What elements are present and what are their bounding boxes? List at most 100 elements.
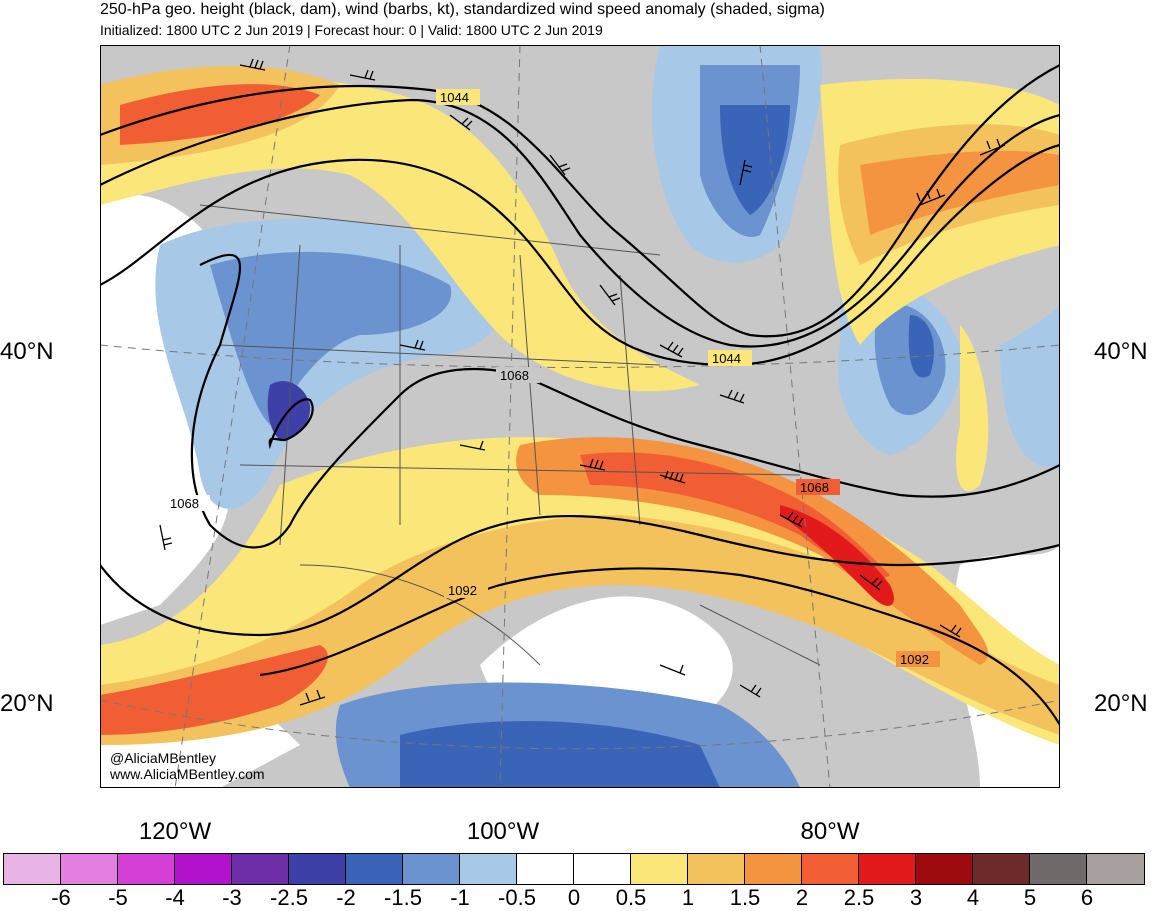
credit-handle: @AliciaMBentley [110, 750, 217, 766]
colorbar-segment [403, 854, 460, 884]
contour-label-bg [444, 582, 488, 598]
graticule-20n [100, 699, 1060, 750]
colorbar-segment [973, 854, 1030, 884]
map-panel: 1044 1044 1068 1068 1068 1092 1092 [100, 45, 1060, 788]
lat-label-right-20n: 20°N [1094, 690, 1148, 717]
coastline-gulf [699, 604, 821, 666]
colorbar-segment [61, 854, 118, 884]
colorbar-tick-label: -4 [165, 885, 185, 910]
contour-label-group: 1044 1044 1068 1068 1068 1092 1092 [166, 89, 940, 667]
yellow-region-north [100, 79, 700, 392]
contour-label-bg [436, 89, 480, 105]
border-central-latitude [219, 344, 661, 366]
wind-barb [299, 689, 326, 706]
blue-region-west-mid [210, 251, 452, 425]
lat-label-left-20n: 20°N [0, 690, 54, 717]
contour-label: 1068 [170, 496, 199, 511]
wind-barb [449, 114, 473, 131]
lat-label-left-40n: 40°N [0, 338, 54, 365]
contour-closed-low [268, 398, 314, 450]
lon-label-100w: 100°W [466, 818, 540, 845]
colorbar-segment [745, 854, 802, 884]
colorbar-tick-label: -3 [222, 885, 242, 910]
graticule-100w [499, 45, 521, 788]
colorbar-tick-label: 2 [795, 885, 809, 910]
colorbar-tick-label: 0.5 [615, 885, 647, 910]
chart-title: 250-hPa geo. height (black, dam), wind (… [100, 1, 825, 18]
wind-barb [916, 188, 946, 206]
contour-label: 1092 [448, 583, 477, 598]
contour-label: 1092 [900, 652, 929, 667]
colorbar-tick-label: 5 [1023, 885, 1037, 910]
wind-barb [979, 138, 1006, 156]
colorbar-tick-label: -2.5 [270, 885, 308, 910]
graticule [100, 45, 1060, 788]
colorbar-tick-label: 2.5 [843, 885, 875, 910]
border-southern-latitude [239, 464, 801, 476]
red-orange-region-southeast [580, 452, 890, 578]
contour-label-bg [496, 367, 540, 383]
colorbar-segment [1087, 854, 1144, 884]
colorbar [3, 853, 1145, 885]
colorbar-segment [688, 854, 745, 884]
contour-label-bg [796, 479, 840, 495]
lat-label-right-40n: 40°N [1094, 338, 1148, 365]
blue-region-mexico-core [400, 721, 720, 788]
blue-region-atlantic-east [1000, 305, 1060, 467]
lon-label-120w: 120°W [138, 818, 212, 845]
colorbar-tick-label: 1 [681, 885, 695, 910]
colorbar-segment [346, 854, 403, 884]
colorbar-segment [1030, 854, 1087, 884]
orange-light-region-jet [100, 515, 1060, 745]
wind-barb [159, 524, 173, 551]
contour-label-bg [896, 651, 940, 667]
contour-label: 1068 [500, 368, 529, 383]
wind-barb [549, 154, 571, 176]
wind-barbs [159, 58, 1006, 706]
red-region-carolinas [780, 505, 894, 606]
orange-region-nw [120, 84, 320, 145]
contour-1068-a [190, 253, 291, 549]
lon-label-80w: 80°W [800, 818, 860, 845]
contour-1068-c [100, 514, 1060, 637]
wind-barb [349, 69, 376, 81]
colorbar-segment [859, 854, 916, 884]
colorbar-segment [289, 854, 346, 884]
colorbar-segment [175, 854, 232, 884]
colorbar-tick-label: 0 [567, 885, 581, 910]
colorbar-segment [574, 854, 631, 884]
border-west-states [279, 244, 301, 546]
wind-barb [459, 440, 486, 451]
map-svg: 1044 1044 1068 1068 1068 1092 1092 [100, 45, 1060, 788]
political-borders [199, 204, 821, 666]
colorbar-segment [802, 854, 859, 884]
colorbar-tick-label: -1.5 [384, 885, 422, 910]
contour-label: 1068 [800, 480, 829, 495]
wind-barb [739, 159, 753, 186]
contour-label: 1044 [712, 351, 741, 366]
contour-1044-b [100, 143, 1060, 367]
wind-barb [659, 664, 686, 676]
yellow-region-atlantic [956, 325, 989, 492]
height-contours [100, 64, 1060, 726]
border-midwest-states [619, 274, 641, 526]
wind-barb [719, 389, 745, 404]
colorbar-segment [118, 854, 175, 884]
graticule-80w [759, 45, 831, 788]
blue-region-canada-core [720, 105, 790, 215]
colorbar-segment [631, 854, 688, 884]
contour-1044-a [100, 98, 1060, 348]
contour-1092 [259, 567, 1060, 726]
border-plains-states [519, 254, 541, 516]
wind-barb [599, 284, 621, 306]
wind-barb [239, 58, 266, 71]
wind-barb [739, 684, 762, 698]
colorbar-segment [916, 854, 973, 884]
chart-subtitle: Initialized: 1800 UTC 2 Jun 2019 | Forec… [100, 22, 603, 38]
colorbar-segment [460, 854, 517, 884]
colorbar-tick-label: 4 [966, 885, 980, 910]
wind-barb [939, 624, 962, 638]
wind-barb [659, 341, 684, 358]
wind-barb [399, 339, 426, 351]
wind-barb [779, 511, 804, 528]
